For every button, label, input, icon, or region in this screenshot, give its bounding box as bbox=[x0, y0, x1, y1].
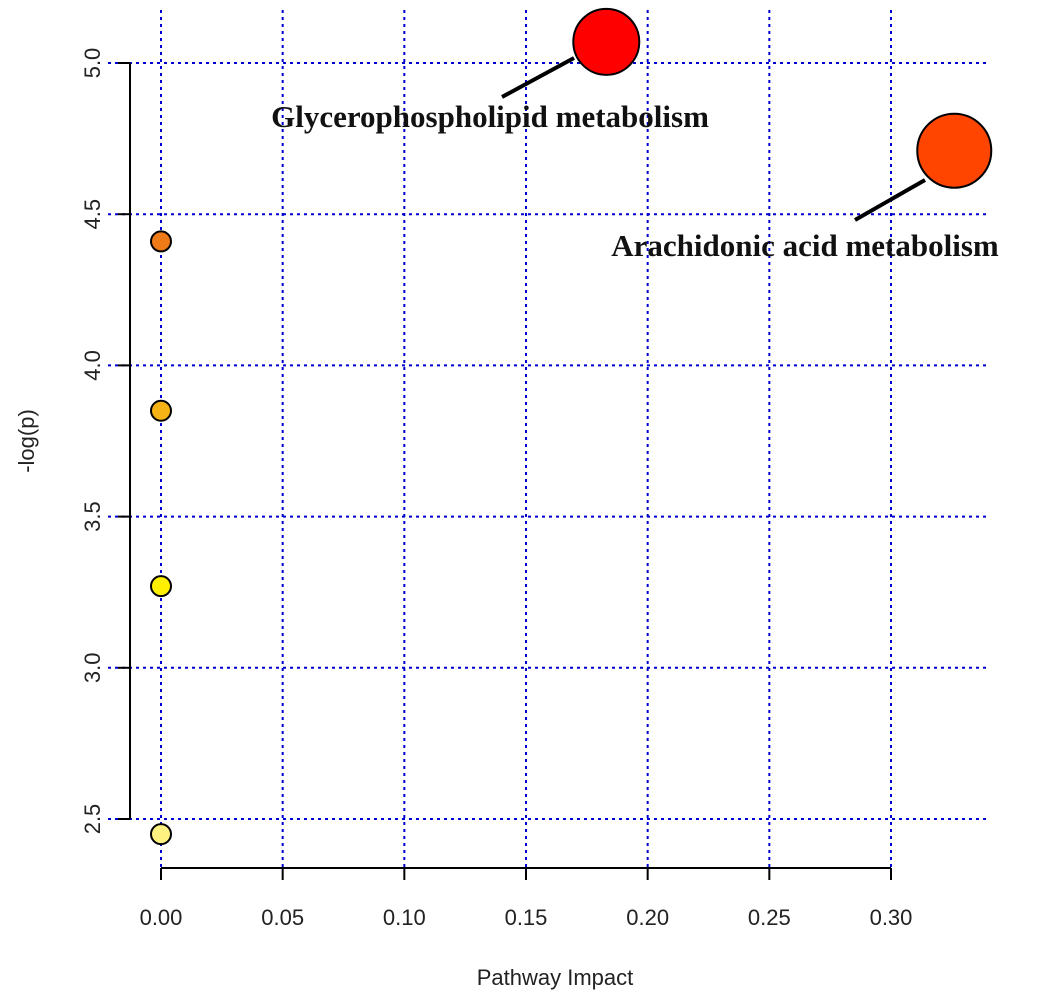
point-label: Glycerophospholipid metabolism bbox=[271, 99, 709, 134]
data-point bbox=[150, 575, 172, 598]
y-tick-label: 3.5 bbox=[80, 501, 105, 532]
point-label: Arachidonic acid metabolism bbox=[611, 228, 999, 263]
data-point bbox=[150, 823, 172, 846]
grid bbox=[108, 10, 990, 870]
data-point bbox=[150, 230, 172, 253]
x-tick-label: 0.00 bbox=[140, 905, 183, 930]
axes: 0.00 0.05 0.10 0.15 0.20 0.25 0.30 2.5 3.0 3.5 4.0… bbox=[80, 48, 912, 930]
y-axis-title: -log(p) bbox=[14, 409, 39, 473]
label-leader-line bbox=[501, 56, 575, 99]
data-points bbox=[150, 7, 993, 846]
x-tick-label: 0.20 bbox=[626, 905, 669, 930]
annotations: Glycerophospholipid metabolism Arachidoni… bbox=[271, 56, 999, 263]
x-axis-title: Pathway Impact bbox=[477, 965, 634, 990]
label-leader-line bbox=[854, 178, 926, 222]
x-tick-label: 0.10 bbox=[383, 905, 426, 930]
x-tick-label: 0.05 bbox=[261, 905, 304, 930]
y-tick-label: 2.5 bbox=[80, 804, 105, 835]
x-tick-label: 0.15 bbox=[505, 905, 548, 930]
y-tick-label: 5.0 bbox=[80, 48, 105, 79]
data-point bbox=[572, 7, 641, 76]
y-tick-label: 4.0 bbox=[80, 350, 105, 381]
data-point bbox=[150, 399, 172, 422]
y-tick-label: 3.0 bbox=[80, 653, 105, 684]
data-point bbox=[916, 112, 993, 189]
y-tick-label: 4.5 bbox=[80, 199, 105, 230]
x-tick-label: 0.25 bbox=[748, 905, 791, 930]
x-tick-label: 0.30 bbox=[870, 905, 913, 930]
